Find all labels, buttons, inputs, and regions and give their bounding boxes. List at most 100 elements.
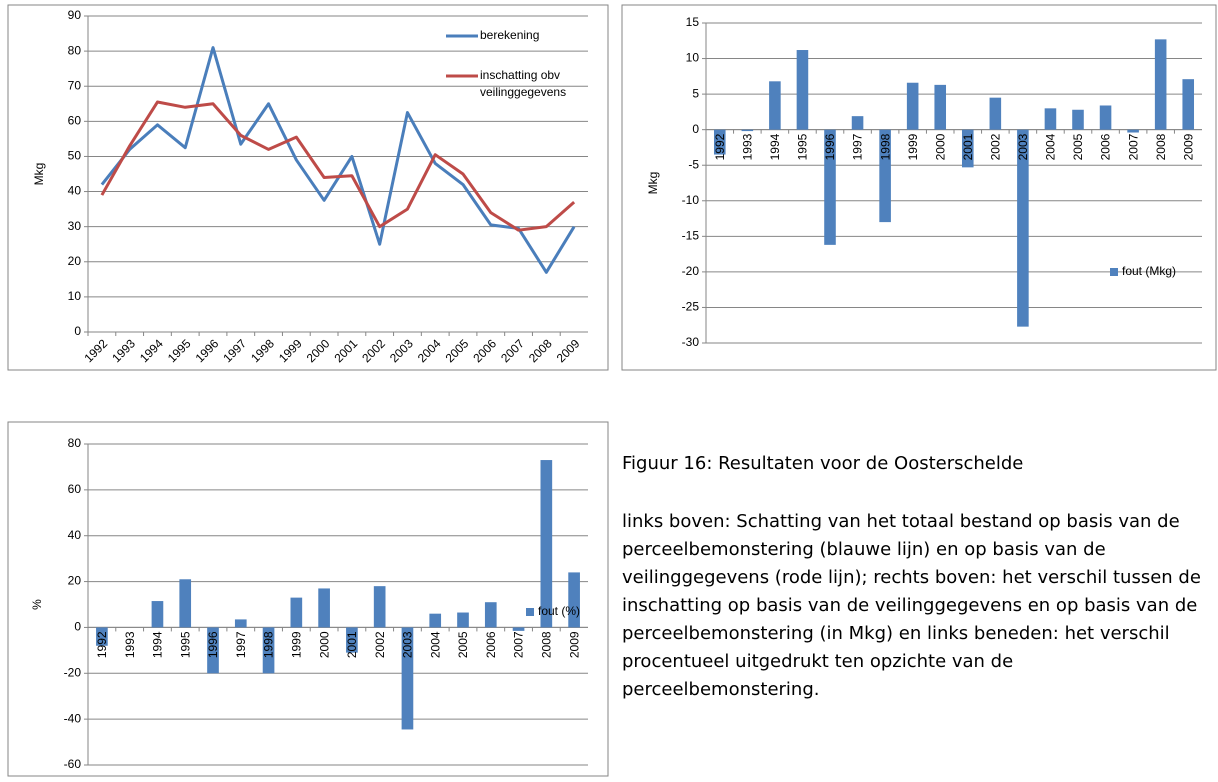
x-tick-label: 1992 [95,631,109,658]
bar [769,81,781,130]
y-tick-label: 30 [68,219,82,233]
bar [796,50,809,130]
bar [373,586,386,628]
bar [989,97,1002,130]
x-tick-label: 2004 [428,631,442,658]
y-tick-label: 10 [686,51,700,65]
line [100,100,576,232]
bar [96,627,108,646]
x-tick-label: 2005 [456,631,470,658]
x-tick-label: 2002 [373,631,387,658]
bar [234,619,247,628]
y-tick-label: 20 [68,574,82,588]
legend-label: fout (Mkg) [1122,264,1176,278]
chart-3: -60 -40 -20 0 20 40 60 80% 1992 1993 1994 1995 1996 1… [7,421,609,777]
y-axis-label: % [30,599,44,610]
x-tick-label: 1993 [741,133,755,160]
x-tick-label: 1997 [234,631,248,658]
chart-frame [7,4,609,371]
y-tick-label: 0 [74,620,81,634]
x-tick-label: 1995 [178,631,192,658]
bar [318,588,330,628]
bar [151,601,164,628]
bar [741,129,754,132]
legend-swatch [1110,268,1118,276]
x-tick-label: 2007 [1126,133,1140,160]
legend-entry: inschatting obv veilinggegevens [480,68,567,99]
x-tick-label: 1996 [206,631,220,658]
x-tick-label: 2001 [345,631,359,658]
y-tick-label: 40 [68,528,82,542]
bar [1044,108,1057,130]
x-tick-label: 2004 [1044,133,1058,160]
x-tick-label: 1993 [123,631,137,658]
x-tick-label: 1995 [796,133,810,160]
bar [1127,129,1139,133]
legend-label: fout (%) [538,604,580,618]
chart-1: 0102030405060708090Mkg199219931994199519… [7,4,609,371]
x-tick-label: 2002 [989,133,1003,160]
x-tick-label: 1996 [823,133,837,160]
bar [824,129,836,245]
y-tick-label: -30 [682,335,700,349]
line [100,46,576,274]
bar [457,612,469,628]
legend-label: inschatting obv veilinggegevens [480,68,567,99]
x-tick-label: 2006 [484,631,498,658]
bar [179,579,192,628]
bar [207,627,219,674]
y-tick-label: -25 [682,300,700,314]
x-tick-label: 2007 [512,631,526,658]
caption-title: Figuur 16: Resultaten voor de Oostersche… [622,453,1024,474]
chart-2: -30 -25 -20 -15 -10 -5 0 5 10 15 Mkg 1992 1993 1994 19… [621,4,1217,371]
y-tick-label: -20 [682,264,700,278]
y-axis-label: Mkg [32,163,46,186]
x-tick-label: 1998 [262,631,276,658]
x-tick-label: 2005 [1071,133,1085,160]
y-tick-label: 80 [68,43,82,57]
y-tick-label: 70 [68,78,82,92]
x-tick-label: 1998 [878,133,892,160]
bar [1099,105,1112,130]
bar [262,627,275,674]
bar [1017,129,1029,327]
y-tick-label: -60 [64,757,82,771]
y-tick-label: 90 [68,8,82,22]
x-tick-label: 2003 [401,631,415,658]
bar [512,627,525,631]
x-tick-label: 2001 [961,133,975,160]
x-tick-label: 2006 [1099,133,1113,160]
bar [851,116,864,130]
legend-swatch [526,608,534,616]
x-tick-label: 1994 [151,631,165,658]
x-tick-label: 2008 [1154,133,1168,160]
bar [1154,39,1167,130]
y-tick-label: -5 [688,157,699,171]
bar [961,129,974,168]
x-tick-label: 2003 [1016,133,1030,160]
bar [1182,79,1195,130]
y-axis-label: Mkg [646,172,660,195]
y-tick-label: 40 [68,184,82,198]
x-tick-label: 2009 [1181,133,1195,160]
legend-label: berekening [480,28,540,42]
x-tick-label: 2000 [317,631,331,658]
bar [346,627,358,653]
y-tick-label: -10 [682,193,700,207]
x-tick-label: 1992 [713,133,727,160]
chart-frame [621,4,1217,371]
y-tick-label: 0 [74,324,81,338]
x-tick-label: 1997 [851,133,865,160]
y-tick-label: -15 [682,229,700,243]
y-tick-label: -20 [64,665,82,679]
x-tick-label: 1994 [768,133,782,160]
y-tick-label: 10 [68,289,82,303]
y-tick-label: 0 [692,122,699,136]
bar [401,627,414,730]
y-tick-label: 60 [68,114,82,128]
y-tick-label: -40 [64,711,82,725]
y-tick-label: 20 [68,254,82,268]
legend-entry: berekening [480,28,540,42]
x-tick-label: 1999 [290,631,304,658]
